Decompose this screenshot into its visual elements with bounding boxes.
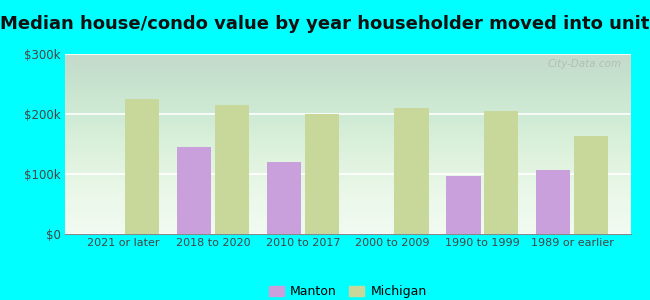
Text: Median house/condo value by year householder moved into unit: Median house/condo value by year househo… [0,15,650,33]
Bar [574,136,608,234]
Bar [125,99,159,234]
Bar [395,108,428,234]
Legend: Manton, Michigan: Manton, Michigan [264,280,432,300]
Bar [177,147,211,234]
Bar [305,114,339,234]
Text: City-Data.com: City-Data.com [548,59,622,69]
Bar [267,162,301,234]
Bar [536,170,570,234]
Bar [484,111,518,234]
Bar [447,176,480,234]
Bar [215,105,249,234]
